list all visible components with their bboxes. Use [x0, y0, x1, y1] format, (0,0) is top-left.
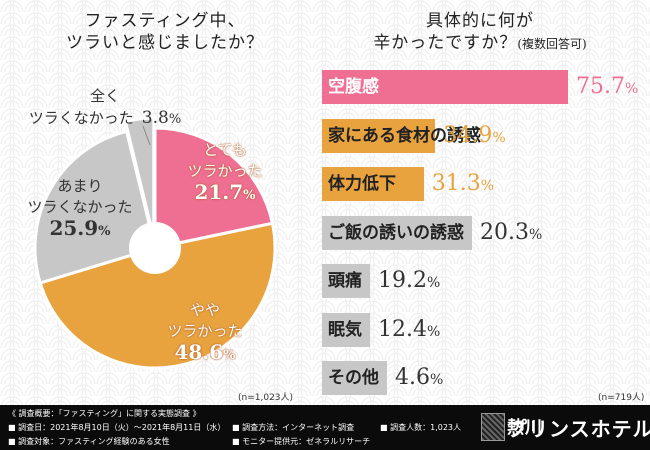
hotel-logo-icon [481, 413, 505, 441]
bar-fill [322, 215, 472, 250]
bar-title-line-1: 具体的に何が [426, 11, 534, 31]
bar-chart-title: 具体的に何が 辛かったですか？(複数回答可) [330, 10, 630, 55]
pie-leader-line [142, 125, 151, 146]
bar-category-label: 頭痛 [328, 271, 362, 291]
pie-label-3: 全くツラくなかった 3.8% [20, 86, 190, 130]
bar-title-note: (複数回答可) [517, 37, 587, 51]
bar-category-label: 空腹感 [328, 77, 379, 97]
brand-prefix: 熱川 [507, 418, 543, 438]
bar-value-label: 19.2% [378, 268, 441, 293]
bar-value-label: 20.3% [480, 219, 543, 245]
survey-heading: 《 調査概要：「ファスティング」に関する実態調査 》 [8, 409, 201, 418]
bar-fill [322, 167, 424, 201]
pie-slice-1 [38, 221, 277, 370]
bar-value-label: 34.9% [443, 122, 506, 148]
pie-slice-0 [153, 126, 275, 250]
pie-label-text: 全く [89, 87, 120, 105]
pie-value-label: 25.9% [49, 216, 111, 240]
pie-center-hole [129, 222, 181, 274]
pie-sample-size: (n=1,023人) [238, 393, 294, 403]
survey-target: ■ 調査対象：ファスティング経験のある女性 [8, 437, 170, 446]
bar-fill [322, 264, 370, 298]
bar-fill [322, 361, 387, 395]
pie-label-1: ややツラかった 48.6% [150, 300, 260, 366]
pie-label-text: あまり [57, 177, 103, 195]
pie-label-text: ツラくなかった [27, 198, 133, 216]
pie-value-label: 3.8% [141, 108, 182, 128]
pie-label-text: ツラかった [187, 162, 263, 180]
pie-label-2: あまりツラくなかった 25.9% [25, 176, 135, 242]
bar-value-label: 12.4% [378, 316, 441, 342]
pie-chart [33, 116, 277, 370]
survey-date: ■ 調査日：2021年8月10日（火）〜2021年8月11日（水） [8, 423, 226, 432]
pie-chart-title: ファスティング中、 ツラいと感じましたか？ [40, 10, 290, 54]
pie-value-label: 48.6% [174, 340, 236, 364]
pie-label-text: とても [203, 141, 247, 159]
bar-fill [322, 70, 569, 104]
bar-title-line-2: 辛かったですか？ [373, 33, 518, 53]
bar-value-label: 4.6% [395, 365, 444, 390]
pie-value-label: 21.7% [194, 180, 256, 204]
bar-value-label: 75.7% [576, 74, 639, 99]
bar-category-label: その他 [328, 368, 379, 388]
pie-title-line-2: ツラいと感じましたか？ [66, 33, 264, 53]
survey-method: ■ 調査方法：インターネット調査 [232, 423, 355, 432]
bar-fill [322, 312, 370, 347]
bar-value-label: 31.3% [431, 171, 495, 196]
pie-label-text: ツラかった [167, 322, 243, 340]
pie-label-0: とてもツラかった 21.7% [175, 140, 275, 206]
bar-category-label: ご飯の誘いの誘惑 [328, 222, 464, 243]
pie-label-text: ツラくなかった [28, 109, 134, 127]
survey-footer: 《 調査概要：「ファスティング」に関する実態調査 》 ■ 調査日：2021年8月… [0, 405, 650, 450]
brand-name: プリンスホテル [507, 417, 650, 441]
bar-fill [322, 118, 436, 153]
bar-category-label: 家にある食材の誘惑 [328, 125, 481, 146]
survey-count: ■ 調査人数：1,023人 [380, 423, 462, 432]
bar-category-label: 体力低下 [328, 174, 396, 194]
bar-category-label: 眠気 [328, 319, 362, 340]
bar-sample-size: (n=719人) [598, 393, 645, 403]
pie-slice-3 [123, 116, 156, 239]
survey-provider: ■ モニター提供元：ゼネラルリサーチ [232, 437, 371, 446]
pie-slice-2 [33, 129, 157, 285]
pie-title-line-1: ファスティング中、 [84, 11, 246, 31]
pie-label-text: やや [189, 301, 220, 319]
